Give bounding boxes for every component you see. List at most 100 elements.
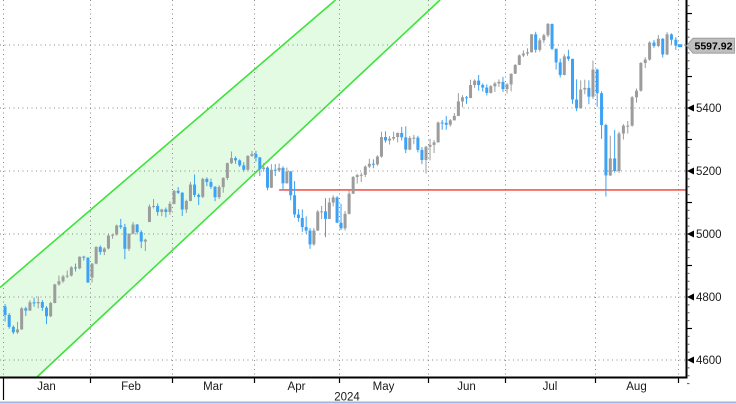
candle: [424, 145, 428, 174]
candle: [347, 190, 351, 215]
candle: [485, 84, 489, 96]
candle: [139, 230, 143, 249]
candle: [388, 136, 392, 145]
candle: [534, 31, 538, 53]
candle: [225, 162, 229, 181]
candle: [432, 140, 436, 154]
candle: [131, 222, 135, 235]
candle: [53, 283, 57, 304]
candle: [661, 38, 665, 58]
candle: [331, 195, 335, 207]
y-tick-arrow-icon: [687, 230, 694, 238]
candle: [335, 196, 339, 223]
candle: [501, 76, 505, 92]
candle: [562, 54, 566, 76]
candle: [493, 81, 497, 92]
candle: [304, 216, 308, 234]
candle: [266, 166, 270, 191]
candle: [465, 96, 468, 104]
candle: [147, 204, 151, 223]
candle: [172, 189, 176, 205]
candle: [497, 79, 501, 87]
candle: [111, 234, 115, 239]
candle: [554, 48, 558, 70]
candle: [648, 41, 652, 61]
candle: [477, 74, 481, 91]
candle: [351, 176, 355, 195]
candle: [293, 181, 297, 218]
candle: [375, 155, 379, 166]
candle: [440, 119, 444, 130]
candle: [571, 58, 574, 104]
candle: [428, 138, 432, 161]
candle: [160, 208, 164, 217]
candle: [579, 80, 583, 109]
candle: [285, 167, 289, 184]
candle: [339, 203, 343, 230]
candle: [327, 197, 331, 220]
month-label: Apr: [288, 381, 306, 393]
candle: [123, 223, 127, 260]
candle: [135, 223, 139, 235]
y-tick-label: 5400: [696, 103, 722, 115]
candle: [115, 224, 119, 236]
candle: [613, 130, 617, 173]
candle: [127, 233, 131, 252]
candle: [238, 159, 242, 167]
candle: [643, 57, 647, 69]
candle: [82, 255, 86, 261]
candle: [32, 297, 36, 307]
candle: [176, 187, 180, 195]
price-tag-shape: [685, 37, 735, 54]
month-label: Jan: [37, 381, 56, 393]
candle: [505, 83, 509, 94]
candle: [28, 300, 32, 311]
candle: [412, 134, 416, 145]
candle: [69, 266, 73, 277]
candle: [308, 228, 312, 249]
candle: [193, 174, 197, 198]
candle: [197, 193, 201, 206]
candle: [392, 131, 396, 141]
candle: [90, 262, 94, 283]
y-tick-label: 5000: [696, 229, 722, 241]
candle: [526, 48, 529, 56]
candle: [45, 306, 48, 325]
candle: [635, 88, 638, 103]
candle: [583, 79, 587, 95]
candle: [152, 199, 156, 209]
candle: [242, 162, 246, 172]
y-axis: 5400 5200 5000 4800 4600: [685, 0, 722, 385]
candle: [600, 91, 604, 139]
y-tick-arrow-icon: [687, 293, 694, 301]
candle: [530, 34, 534, 53]
candle: [513, 64, 517, 75]
y-tick-arrow-icon: [687, 104, 694, 112]
candle: [205, 177, 209, 187]
candle: [416, 135, 420, 153]
candle: [254, 150, 258, 162]
x-axis: Jan Feb Mar Apr May Jun Jul Aug 2024: [0, 376, 687, 404]
candle: [119, 218, 123, 229]
candle: [371, 159, 375, 169]
candle: [106, 234, 110, 250]
candle: [65, 270, 69, 279]
candle: [86, 257, 90, 283]
candle: [384, 131, 388, 143]
candle: [595, 68, 599, 107]
candle: [209, 178, 213, 189]
candle: [617, 131, 621, 173]
candle: [604, 123, 608, 197]
month-label: Feb: [121, 381, 141, 393]
candle: [630, 96, 634, 127]
candle: [246, 155, 250, 171]
candle: [296, 209, 300, 222]
candle: [542, 33, 546, 44]
candle: [469, 79, 473, 99]
y-tick-label: 5200: [696, 166, 722, 178]
candle: [420, 147, 424, 165]
candle: [538, 38, 542, 52]
candle: [608, 135, 612, 177]
